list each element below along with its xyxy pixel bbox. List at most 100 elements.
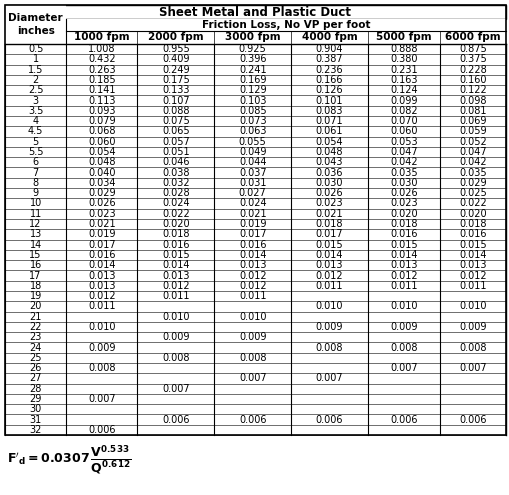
Text: 0.103: 0.103 [239,96,266,105]
Text: 0.409: 0.409 [162,54,189,64]
Text: 0.059: 0.059 [459,126,486,137]
Text: 0.011: 0.011 [239,291,266,301]
Text: 0.008: 0.008 [239,353,266,363]
Bar [5,322,505,332]
Text: 0.048: 0.048 [88,157,116,167]
Text: 0.012: 0.012 [389,270,417,281]
Bar [5,106,505,116]
Text: 0.020: 0.020 [162,219,189,229]
Text: 0.042: 0.042 [389,157,417,167]
Text: 0.057: 0.057 [162,137,189,147]
Text: Friction Loss, No VP per foot: Friction Loss, No VP per foot [202,20,370,30]
Text: 0.099: 0.099 [389,96,417,105]
Bar [5,404,505,414]
Text: 11: 11 [30,209,42,219]
Bar [5,352,505,363]
Text: 0.875: 0.875 [459,44,486,54]
Text: 0.068: 0.068 [88,126,116,137]
Text: 0.027: 0.027 [238,188,266,198]
Text: 2.5: 2.5 [28,85,43,96]
Text: 5000 fpm: 5000 fpm [376,33,431,43]
Text: 0.043: 0.043 [315,157,343,167]
Text: 31: 31 [30,415,42,425]
Text: 12: 12 [30,219,42,229]
Text: 0.016: 0.016 [239,240,266,249]
Text: 0.014: 0.014 [239,250,266,260]
Text: 0.038: 0.038 [162,168,189,178]
Text: 0.175: 0.175 [162,75,189,85]
Text: 28: 28 [30,384,42,394]
Text: 0.009: 0.009 [459,322,486,332]
Text: 0.010: 0.010 [239,312,266,322]
Text: 0.020: 0.020 [389,209,417,219]
Text: 0.015: 0.015 [459,240,486,249]
Bar [5,301,505,311]
Text: 0.013: 0.013 [162,270,189,281]
Text: 0.380: 0.380 [389,54,417,64]
Text: 0.185: 0.185 [88,75,116,85]
Text: 0.026: 0.026 [315,188,343,198]
Text: 0.081: 0.081 [459,106,486,116]
Text: 0.021: 0.021 [88,219,116,229]
Text: 0.006: 0.006 [88,425,116,435]
Text: 0.010: 0.010 [162,312,189,322]
Text: 0.011: 0.011 [315,281,343,291]
Text: 0.088: 0.088 [162,106,189,116]
Text: Diameter
inches: Diameter inches [8,13,63,36]
Text: 0.007: 0.007 [238,373,266,384]
Text: 0.021: 0.021 [315,209,343,219]
Text: 0.228: 0.228 [459,65,486,75]
Text: 4.5: 4.5 [28,126,43,137]
Text: 0.054: 0.054 [88,147,116,157]
Text: 0.012: 0.012 [238,281,266,291]
Bar [5,270,505,281]
Bar [5,85,505,96]
Text: 0.023: 0.023 [315,198,343,208]
Text: 0.018: 0.018 [315,219,343,229]
Text: 24: 24 [30,343,42,352]
Text: 0.028: 0.028 [162,188,189,198]
Text: 22: 22 [30,322,42,332]
Text: 0.124: 0.124 [389,85,417,96]
Text: 0.060: 0.060 [88,137,116,147]
Text: 0.011: 0.011 [162,291,189,301]
Text: 1.5: 1.5 [28,65,43,75]
Text: 0.5: 0.5 [28,44,43,54]
Bar [5,178,505,188]
Text: 0.169: 0.169 [239,75,266,85]
Text: 0.009: 0.009 [239,332,266,342]
Text: 0.236: 0.236 [315,65,343,75]
Text: 0.008: 0.008 [315,343,343,352]
Bar [5,260,505,270]
Text: 0.241: 0.241 [238,65,266,75]
Bar [5,137,505,147]
Text: 0.019: 0.019 [239,219,266,229]
Text: 0.007: 0.007 [459,363,486,373]
Text: 0.006: 0.006 [389,415,417,425]
Text: 0.009: 0.009 [162,332,189,342]
Text: 0.065: 0.065 [162,126,189,137]
Text: 0.016: 0.016 [162,240,189,249]
Text: 0.432: 0.432 [88,54,116,64]
Text: 5.5: 5.5 [28,147,43,157]
Bar [5,363,505,373]
Text: 25: 25 [30,353,42,363]
Bar [5,291,505,301]
Text: 0.012: 0.012 [88,291,116,301]
Bar [5,332,505,343]
Text: 0.006: 0.006 [239,415,266,425]
Text: 5: 5 [33,137,39,147]
Text: 0.888: 0.888 [389,44,417,54]
Bar [5,219,505,229]
Text: 0.026: 0.026 [389,188,417,198]
Text: 0.069: 0.069 [459,116,486,126]
Text: 0.018: 0.018 [459,219,486,229]
Text: 0.006: 0.006 [459,415,486,425]
Text: 0.042: 0.042 [459,157,486,167]
Text: 17: 17 [30,270,42,281]
Bar [5,250,505,260]
Text: 2: 2 [33,75,39,85]
Bar [5,311,505,322]
Text: 0.022: 0.022 [459,198,486,208]
Text: 23: 23 [30,332,42,342]
